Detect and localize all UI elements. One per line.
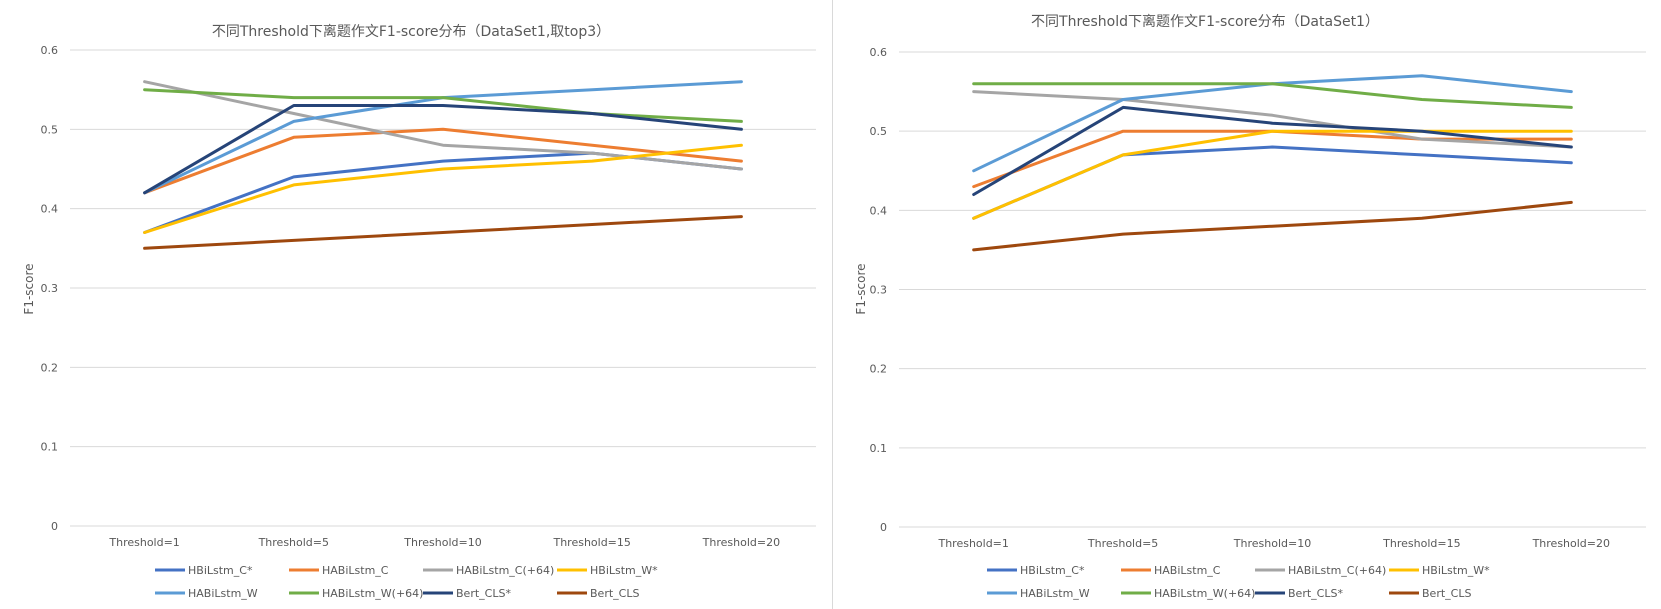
y-tick-label: 0.2 [870,363,888,376]
legend-label: HBiLstm_W* [1422,564,1490,577]
chart-left: 不同Threshold下离题作文F1-score分布（DataSet1,取top… [22,23,816,600]
series-line-5 [972,82,1573,109]
series-line-6 [143,104,743,195]
series-line-7 [143,215,743,250]
legend-label: Bert_CLS [1422,587,1471,600]
series-line-2 [972,90,1573,149]
series-line-5 [143,88,743,123]
y-tick-label: 0.3 [41,282,59,295]
series-line-6 [972,105,1573,196]
y-tick-label: 0.4 [870,204,888,217]
x-tick-label: Threshold=5 [1087,537,1158,550]
legend-label: HBiLstm_C* [1020,564,1085,577]
y-tick-label: 0.1 [870,442,888,455]
series-line-0 [972,145,1573,220]
y-tick-label: 0.6 [41,44,59,57]
x-tick-label: Threshold=15 [1382,537,1460,550]
series-line-2 [143,80,743,171]
y-tick-label: 0.6 [870,46,888,59]
legend-label: HABiLstm_C [322,564,389,577]
x-tick-label: Threshold=15 [552,536,630,549]
chart-right: 不同Threshold下离题作文F1-score分布（DataSet1） 0 0.1… [854,13,1646,600]
panel-divider [832,0,833,609]
y-tick-label: 0.1 [41,441,59,454]
y-tick-label: 0 [880,521,887,534]
series-line-3 [143,143,743,234]
y-tick-label: 0.3 [870,284,888,297]
legend-label: HABiLstm_W [188,587,258,600]
y-tick-label: 0.5 [870,125,888,138]
x-tick-label: Threshold=20 [702,536,780,549]
legend-label: HBiLstm_W* [590,564,658,577]
x-tick-label: Threshold=1 [937,537,1008,550]
y-tick-label: 0.4 [41,203,59,216]
x-tick-label: Threshold=5 [258,536,329,549]
x-tick-label: Threshold=10 [403,536,481,549]
y-tick-label: 0.5 [41,123,59,136]
legend-label: Bert_CLS [590,587,639,600]
chart-panel-left: 不同Threshold下离题作文F1-score分布（DataSet1,取top… [22,23,816,600]
series-line-1 [143,127,743,195]
legend-label: HBiLstm_C* [188,564,253,577]
y-tick-label: 0 [51,520,58,533]
y-axis-label: F1-score [22,263,36,314]
legend-label: HABiLstm_C(+64) [456,564,554,577]
legend-label: HABiLstm_W(+64) [322,587,423,600]
legend-label: Bert_CLS* [456,587,511,600]
legend-label: HABiLstm_W(+64) [1154,587,1255,600]
legend-label: Bert_CLS* [1288,587,1343,600]
x-tick-label: Threshold=20 [1532,537,1610,550]
legend-label: HABiLstm_W [1020,587,1090,600]
y-axis-label: F1-score [854,263,868,314]
y-tick-label: 0.2 [41,361,59,374]
chart-panel-right: 不同Threshold下离题作文F1-score分布（DataSet1） 0 0.1… [833,0,1661,609]
legend-label: HABiLstm_C(+64) [1288,564,1386,577]
series-line-3 [972,129,1573,220]
series-line-7 [972,200,1573,252]
chart-title: 不同Threshold下离题作文F1-score分布（DataSet1,取top… [212,23,610,40]
chart-title: 不同Threshold下离题作文F1-score分布（DataSet1） [1031,13,1379,30]
x-tick-label: Threshold=1 [108,536,179,549]
x-tick-label: Threshold=10 [1233,537,1311,550]
legend-label: HABiLstm_C [1154,564,1221,577]
